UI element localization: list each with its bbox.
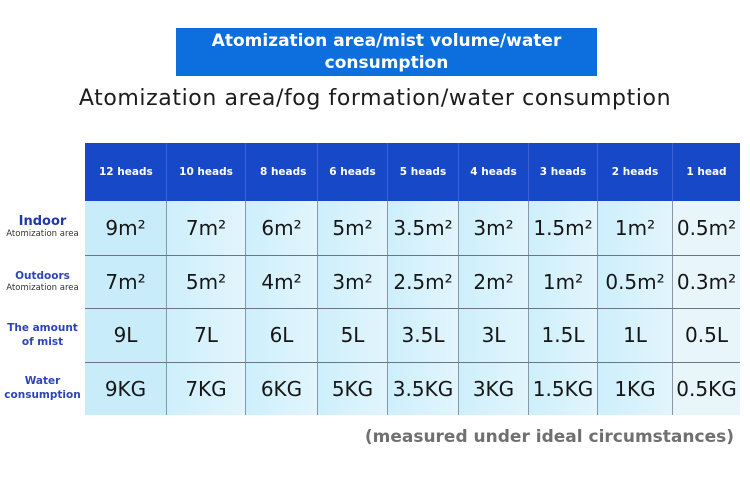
table-cell: 7m² xyxy=(167,201,246,255)
table-cell: 6m² xyxy=(246,201,318,255)
row-label-water: Water consumption xyxy=(0,362,85,416)
row-label-main: Outdoors xyxy=(15,269,70,282)
table-cell: 1.5m² xyxy=(529,201,598,255)
page-subtitle: Atomization area/fog formation/water con… xyxy=(78,86,672,111)
table-cell: 3m² xyxy=(459,201,529,255)
table-cell: 9m² xyxy=(85,201,167,255)
table-cell: 5KG xyxy=(318,362,388,415)
column-header: 12 heads xyxy=(85,143,167,201)
row-label-main: Indoor xyxy=(18,214,67,230)
table-cell: 6L xyxy=(246,309,318,362)
column-header: 2 heads xyxy=(598,143,673,201)
column-header: 6 heads xyxy=(318,143,388,201)
column-header: 3 heads xyxy=(529,143,598,201)
table-cell: 1.5L xyxy=(529,309,598,362)
table-header: 12 heads 10 heads 8 heads 6 heads 5 heads 4 h… xyxy=(85,143,740,201)
table-row: 9L 7L 6L 5L 3.5L 3L 1.5L 1L 0.5L xyxy=(85,308,740,362)
table-cell: 6KG xyxy=(246,362,318,415)
row-label-outdoors: Outdoors Atomization area xyxy=(0,255,85,309)
row-label-sub: Atomization area xyxy=(6,282,79,293)
table-cell: 1m² xyxy=(529,255,598,308)
table-cell: 3KG xyxy=(459,362,529,415)
table-cell: 7L xyxy=(167,309,246,362)
row-labels: Indoor Atomization area Outdoors Atomiza… xyxy=(0,201,85,415)
column-header: 5 heads xyxy=(388,143,459,201)
table-row: 7m² 5m² 4m² 3m² 2.5m² 2m² 1m² 0.5m² 0.3m² xyxy=(85,254,740,308)
footnote: (measured under ideal circumstances) xyxy=(364,427,734,447)
table-cell: 9KG xyxy=(85,362,167,415)
column-header: 8 heads xyxy=(246,143,318,201)
table-cell: 9L xyxy=(85,309,167,362)
column-header: 1 head xyxy=(686,166,727,178)
table-cell: 5L xyxy=(318,309,388,362)
spec-table: 12 heads 10 heads 8 heads 6 heads 5 heads 4 h… xyxy=(85,143,740,415)
column-header: 4 heads xyxy=(459,143,529,201)
table-cell: 4m² xyxy=(246,255,318,308)
table-cell: 2.5m² xyxy=(388,255,459,308)
row-label-main: The amount of mist xyxy=(7,321,78,348)
table-cell: 3.5m² xyxy=(388,201,459,255)
table-row: 9KG 7KG 6KG 5KG 3.5KG 3KG 1.5KG 1KG 0.5KG xyxy=(85,361,740,415)
row-label-mist: The amount of mist xyxy=(0,308,85,362)
table-cell: 7KG xyxy=(167,362,246,415)
table-cell: 5m² xyxy=(318,201,388,255)
table-cell: 1m² xyxy=(598,201,673,255)
table-cell: 3.5L xyxy=(388,309,459,362)
table-body: 9m² 7m² 6m² 5m² 3.5m² 3m² 1.5m² 1m² 0.5m² 7m² 5m² 4… xyxy=(85,201,740,415)
table-cell: 2m² xyxy=(459,255,529,308)
table-cell: 0.3m² xyxy=(673,255,740,308)
row-label-sub: Atomization area xyxy=(6,229,79,240)
table-cell: 1L xyxy=(598,309,673,362)
table-cell: 7m² xyxy=(85,255,167,308)
table-cell: 0.5L xyxy=(673,309,740,362)
table-cell: 0.5m² xyxy=(673,201,740,255)
table-row: 9m² 7m² 6m² 5m² 3.5m² 3m² 1.5m² 1m² 0.5m² xyxy=(85,201,740,255)
table-cell: 0.5m² xyxy=(598,255,673,308)
column-header: 10 heads xyxy=(167,143,246,201)
banner-title: Atomization area/mist volume/water consu… xyxy=(176,28,597,76)
table-cell: 3L xyxy=(459,309,529,362)
table-cell: 1.5KG xyxy=(529,362,598,415)
table-cell: 5m² xyxy=(167,255,246,308)
table-cell: 3m² xyxy=(318,255,388,308)
table-cell: 3.5KG xyxy=(388,362,459,415)
row-label-main: Water consumption xyxy=(4,375,81,402)
table-cell: 0.5KG xyxy=(673,362,740,415)
row-label-indoor: Indoor Atomization area xyxy=(0,201,85,255)
table-cell: 1KG xyxy=(598,362,673,415)
